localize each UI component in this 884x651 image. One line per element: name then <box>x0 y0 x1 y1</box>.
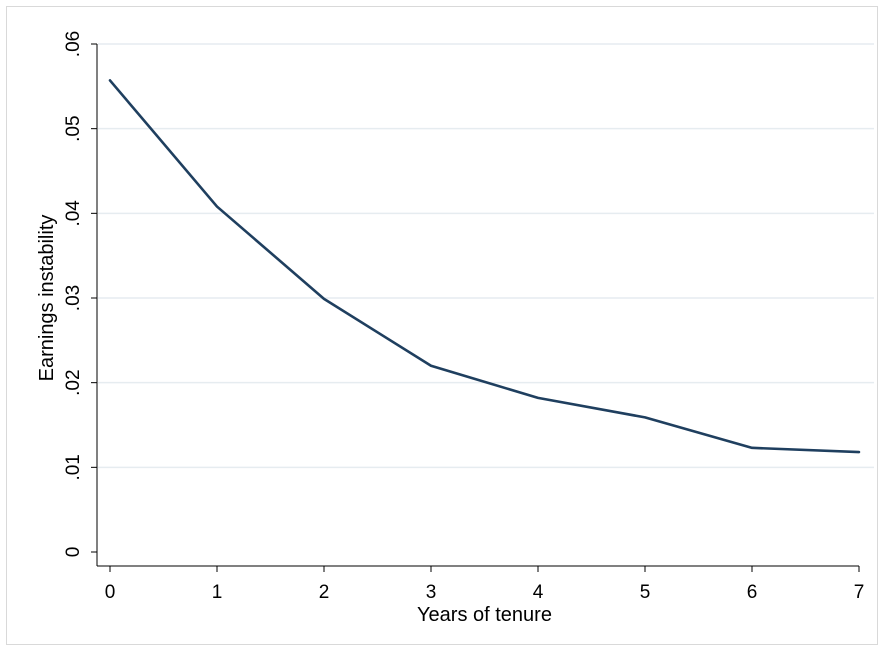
y-tick-label-1: .01 <box>63 454 84 480</box>
y-tick-label-2: .02 <box>63 369 84 395</box>
label-layer: 0 .01 .02 .03 .04 .05 .06 0 1 2 3 4 5 6 7 <box>63 31 864 603</box>
x-tick-label-6: 6 <box>747 582 758 603</box>
y-axis-title: Earnings instability <box>36 215 58 382</box>
series-line-0 <box>108 79 861 454</box>
grid-layer <box>98 43 874 469</box>
y-tick-label-5: .05 <box>63 115 84 141</box>
y-tick-label-3: .03 <box>63 285 84 311</box>
x-tick-label-0: 0 <box>105 582 116 603</box>
x-tick-label-1: 1 <box>212 582 223 603</box>
y-tick-label-0: 0 <box>63 547 84 558</box>
y-tick-label-6: .06 <box>63 31 84 57</box>
y-tick-label-4: .04 <box>63 200 84 227</box>
x-tick-label-2: 2 <box>319 582 330 603</box>
outer-frame <box>6 6 878 645</box>
x-tick-label-3: 3 <box>426 582 437 603</box>
x-tick-label-4: 4 <box>533 582 544 603</box>
axis-layer <box>91 43 860 572</box>
x-tick-label-7: 7 <box>854 582 865 603</box>
series-layer <box>108 79 861 454</box>
x-axis-title: Years of tenure <box>417 604 552 626</box>
x-tick-label-5: 5 <box>640 582 651 603</box>
